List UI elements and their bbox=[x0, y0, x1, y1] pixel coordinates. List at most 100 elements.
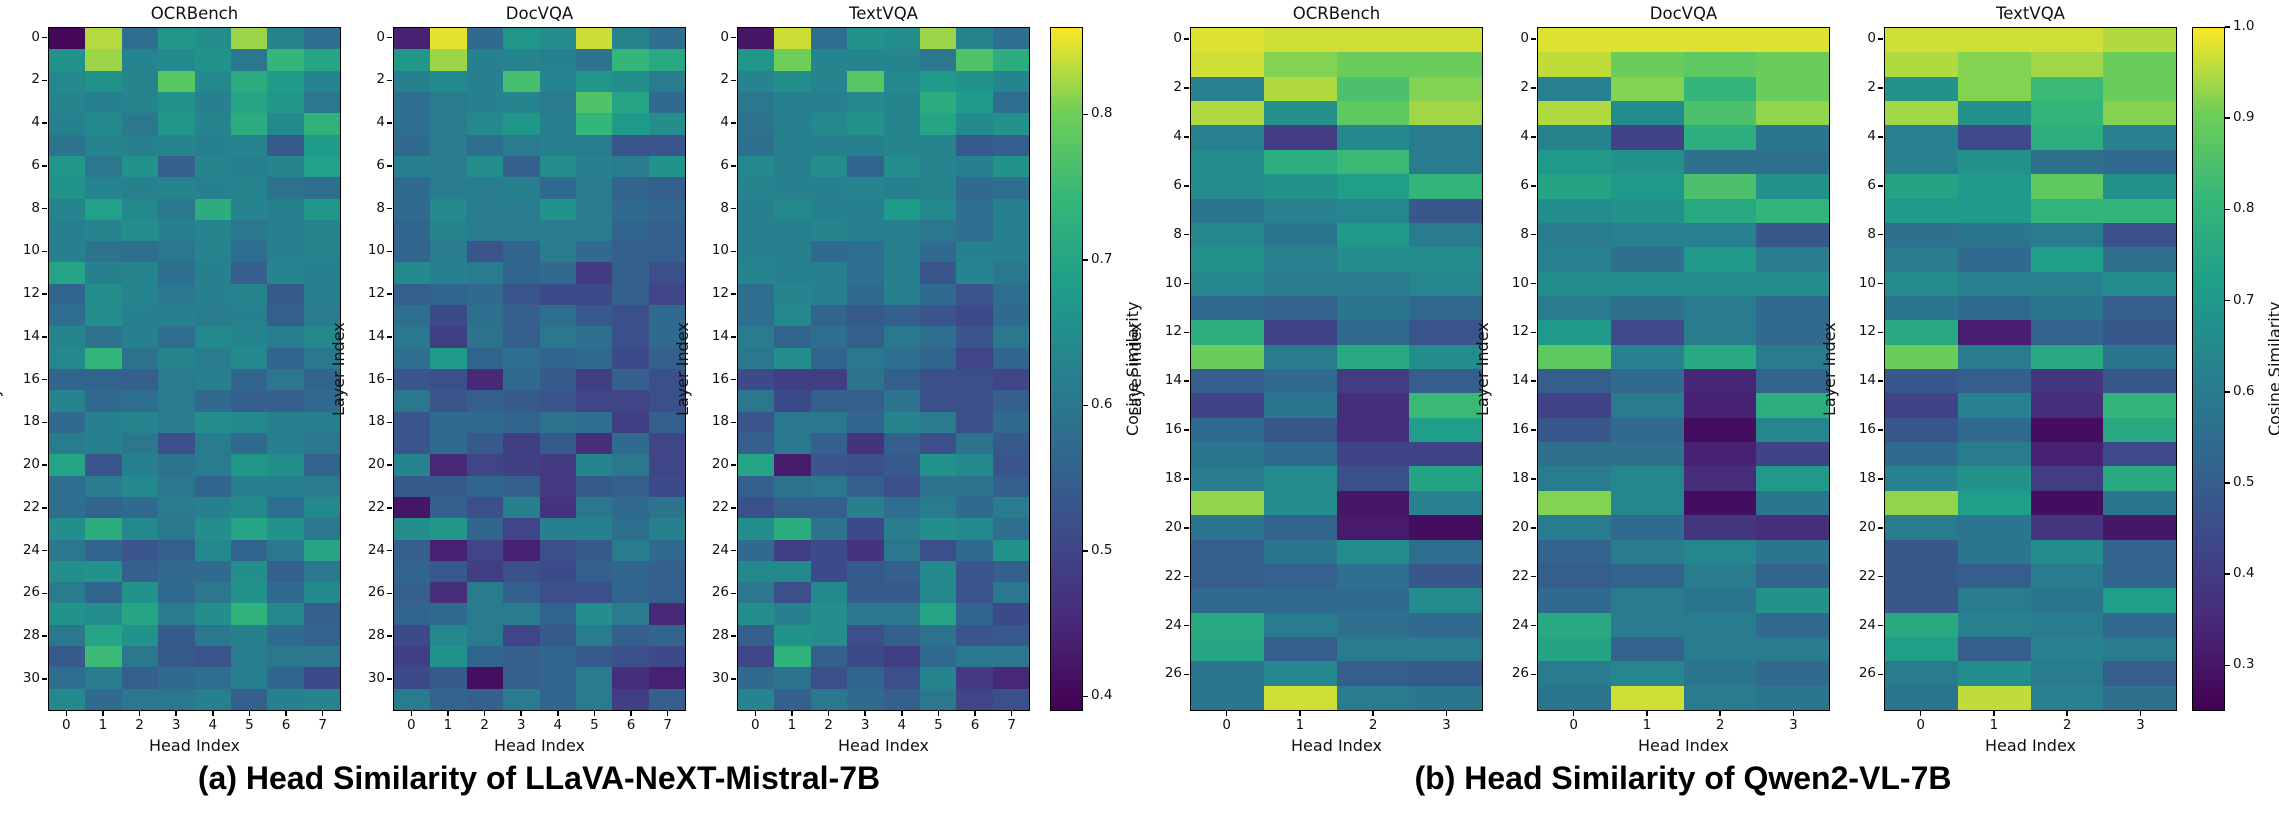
heatmap-cell bbox=[992, 262, 1029, 284]
heatmap-cell bbox=[503, 262, 540, 284]
heatmap-cell bbox=[2030, 247, 2104, 272]
heatmap-cell bbox=[539, 219, 576, 242]
heatmap-cell bbox=[466, 603, 504, 625]
y-tick-label: 6 bbox=[376, 156, 385, 173]
y-tick-label: 8 bbox=[376, 199, 385, 216]
heatmap-cell bbox=[575, 369, 613, 391]
heatmap-cell bbox=[956, 688, 993, 710]
heatmap-cell bbox=[85, 603, 122, 625]
heatmap-cell bbox=[2103, 685, 2176, 710]
heatmap-cell bbox=[919, 646, 957, 668]
heatmap-cell bbox=[539, 177, 576, 199]
heatmap-cell bbox=[394, 496, 431, 519]
heatmap-cell bbox=[2030, 490, 2104, 516]
heatmap-cell bbox=[267, 49, 304, 71]
heatmap-cell bbox=[883, 432, 920, 455]
x-tick-mark bbox=[557, 711, 559, 716]
heatmap-cell bbox=[539, 667, 576, 689]
x-tick-label: 4 bbox=[553, 717, 563, 733]
heatmap-cell bbox=[303, 91, 340, 114]
y-tick-mark bbox=[731, 36, 736, 39]
y-tick-label: 4 bbox=[1867, 127, 1876, 144]
heatmap-cell bbox=[648, 603, 685, 625]
heatmap-cell bbox=[1336, 198, 1410, 223]
heatmap-cell bbox=[956, 28, 993, 50]
y-tick-label: 20 bbox=[1511, 518, 1529, 535]
x-tick-mark bbox=[754, 711, 757, 716]
heatmap-cell bbox=[539, 198, 576, 220]
colorbar-tick-mark bbox=[2225, 299, 2230, 302]
heatmap-cell bbox=[1409, 563, 1482, 589]
heatmap-cell bbox=[1336, 222, 1410, 248]
heatmap-cell bbox=[2030, 636, 2104, 662]
heatmap-cell bbox=[430, 241, 467, 263]
heatmap-cell bbox=[1336, 320, 1410, 345]
x-tick-mark bbox=[1919, 711, 1922, 716]
heatmap-cell bbox=[1409, 442, 1482, 467]
heatmap-cell bbox=[1538, 612, 1611, 637]
heatmap-cell bbox=[992, 326, 1029, 348]
x-tick-mark bbox=[791, 711, 793, 716]
heatmap-cell bbox=[503, 198, 540, 220]
heatmap-cell bbox=[303, 113, 340, 135]
heatmap-cell bbox=[158, 390, 195, 412]
heatmap-cell bbox=[2103, 515, 2176, 540]
heatmap-cell bbox=[992, 241, 1029, 263]
heatmap-cell bbox=[847, 219, 884, 242]
x-tick-mark bbox=[321, 711, 324, 716]
heatmap-cell bbox=[1610, 52, 1684, 77]
heatmap-cell bbox=[738, 70, 775, 92]
heatmap-cell bbox=[539, 432, 576, 455]
x-tick-label: 0 bbox=[62, 717, 71, 733]
heatmap-cell bbox=[1683, 563, 1757, 589]
heatmap-cell bbox=[1409, 393, 1482, 418]
heatmap-cell bbox=[1191, 417, 1264, 443]
y-tick-label: 6 bbox=[31, 156, 40, 173]
heatmap-cell bbox=[1263, 344, 1337, 369]
heatmap-cell bbox=[648, 688, 685, 710]
y-tick-mark bbox=[387, 293, 392, 295]
heatmap-cell bbox=[612, 603, 649, 625]
heatmap-cell bbox=[394, 283, 431, 306]
heatmap-cell bbox=[303, 155, 340, 178]
x-tick-label: 2 bbox=[1715, 717, 1725, 733]
heatmap-cell bbox=[194, 582, 231, 604]
heatmap-cell bbox=[303, 411, 340, 433]
x-tick-label: 7 bbox=[318, 717, 327, 733]
heatmap-cell bbox=[612, 91, 649, 114]
heatmap-cell bbox=[394, 134, 431, 156]
heatmap-cell bbox=[539, 496, 576, 519]
heatmap-cell bbox=[847, 454, 884, 476]
y-axis-label: Layer Index bbox=[1126, 322, 1145, 416]
heatmap-cell bbox=[394, 241, 431, 263]
heatmap-cell bbox=[648, 241, 685, 263]
heatmap-cell bbox=[303, 262, 340, 284]
y-tick-mark bbox=[731, 378, 736, 381]
heatmap-cell bbox=[394, 454, 431, 476]
heatmap-cell bbox=[2103, 661, 2176, 686]
heatmap-cell bbox=[2030, 174, 2104, 199]
y-tick-mark bbox=[387, 250, 392, 253]
heatmap-cell bbox=[992, 219, 1029, 242]
heatmap-cell bbox=[919, 113, 957, 135]
heatmap-cell bbox=[466, 283, 504, 306]
heatmap-cell bbox=[1263, 369, 1337, 394]
heatmap-cell bbox=[1409, 149, 1482, 175]
heatmap-cell bbox=[810, 113, 848, 135]
heatmap-title: OCRBench bbox=[1292, 4, 1381, 23]
heatmap-cell bbox=[774, 28, 811, 50]
heatmap-cell bbox=[430, 70, 467, 92]
heatmap-cell bbox=[1538, 76, 1611, 102]
heatmap-cell bbox=[883, 539, 920, 561]
heatmap-cell bbox=[1336, 344, 1410, 369]
x-tick-mark bbox=[138, 711, 141, 716]
y-tick-mark bbox=[1878, 136, 1883, 138]
heatmap-cell bbox=[2103, 125, 2176, 150]
heatmap-cell bbox=[503, 134, 540, 156]
heatmap-cell bbox=[1957, 295, 2031, 321]
x-tick-label: 6 bbox=[281, 717, 291, 733]
heatmap-cell bbox=[230, 155, 268, 178]
heatmap-cell bbox=[1409, 52, 1482, 77]
heatmap-cell bbox=[1336, 125, 1410, 150]
heatmap-cell bbox=[919, 667, 957, 689]
